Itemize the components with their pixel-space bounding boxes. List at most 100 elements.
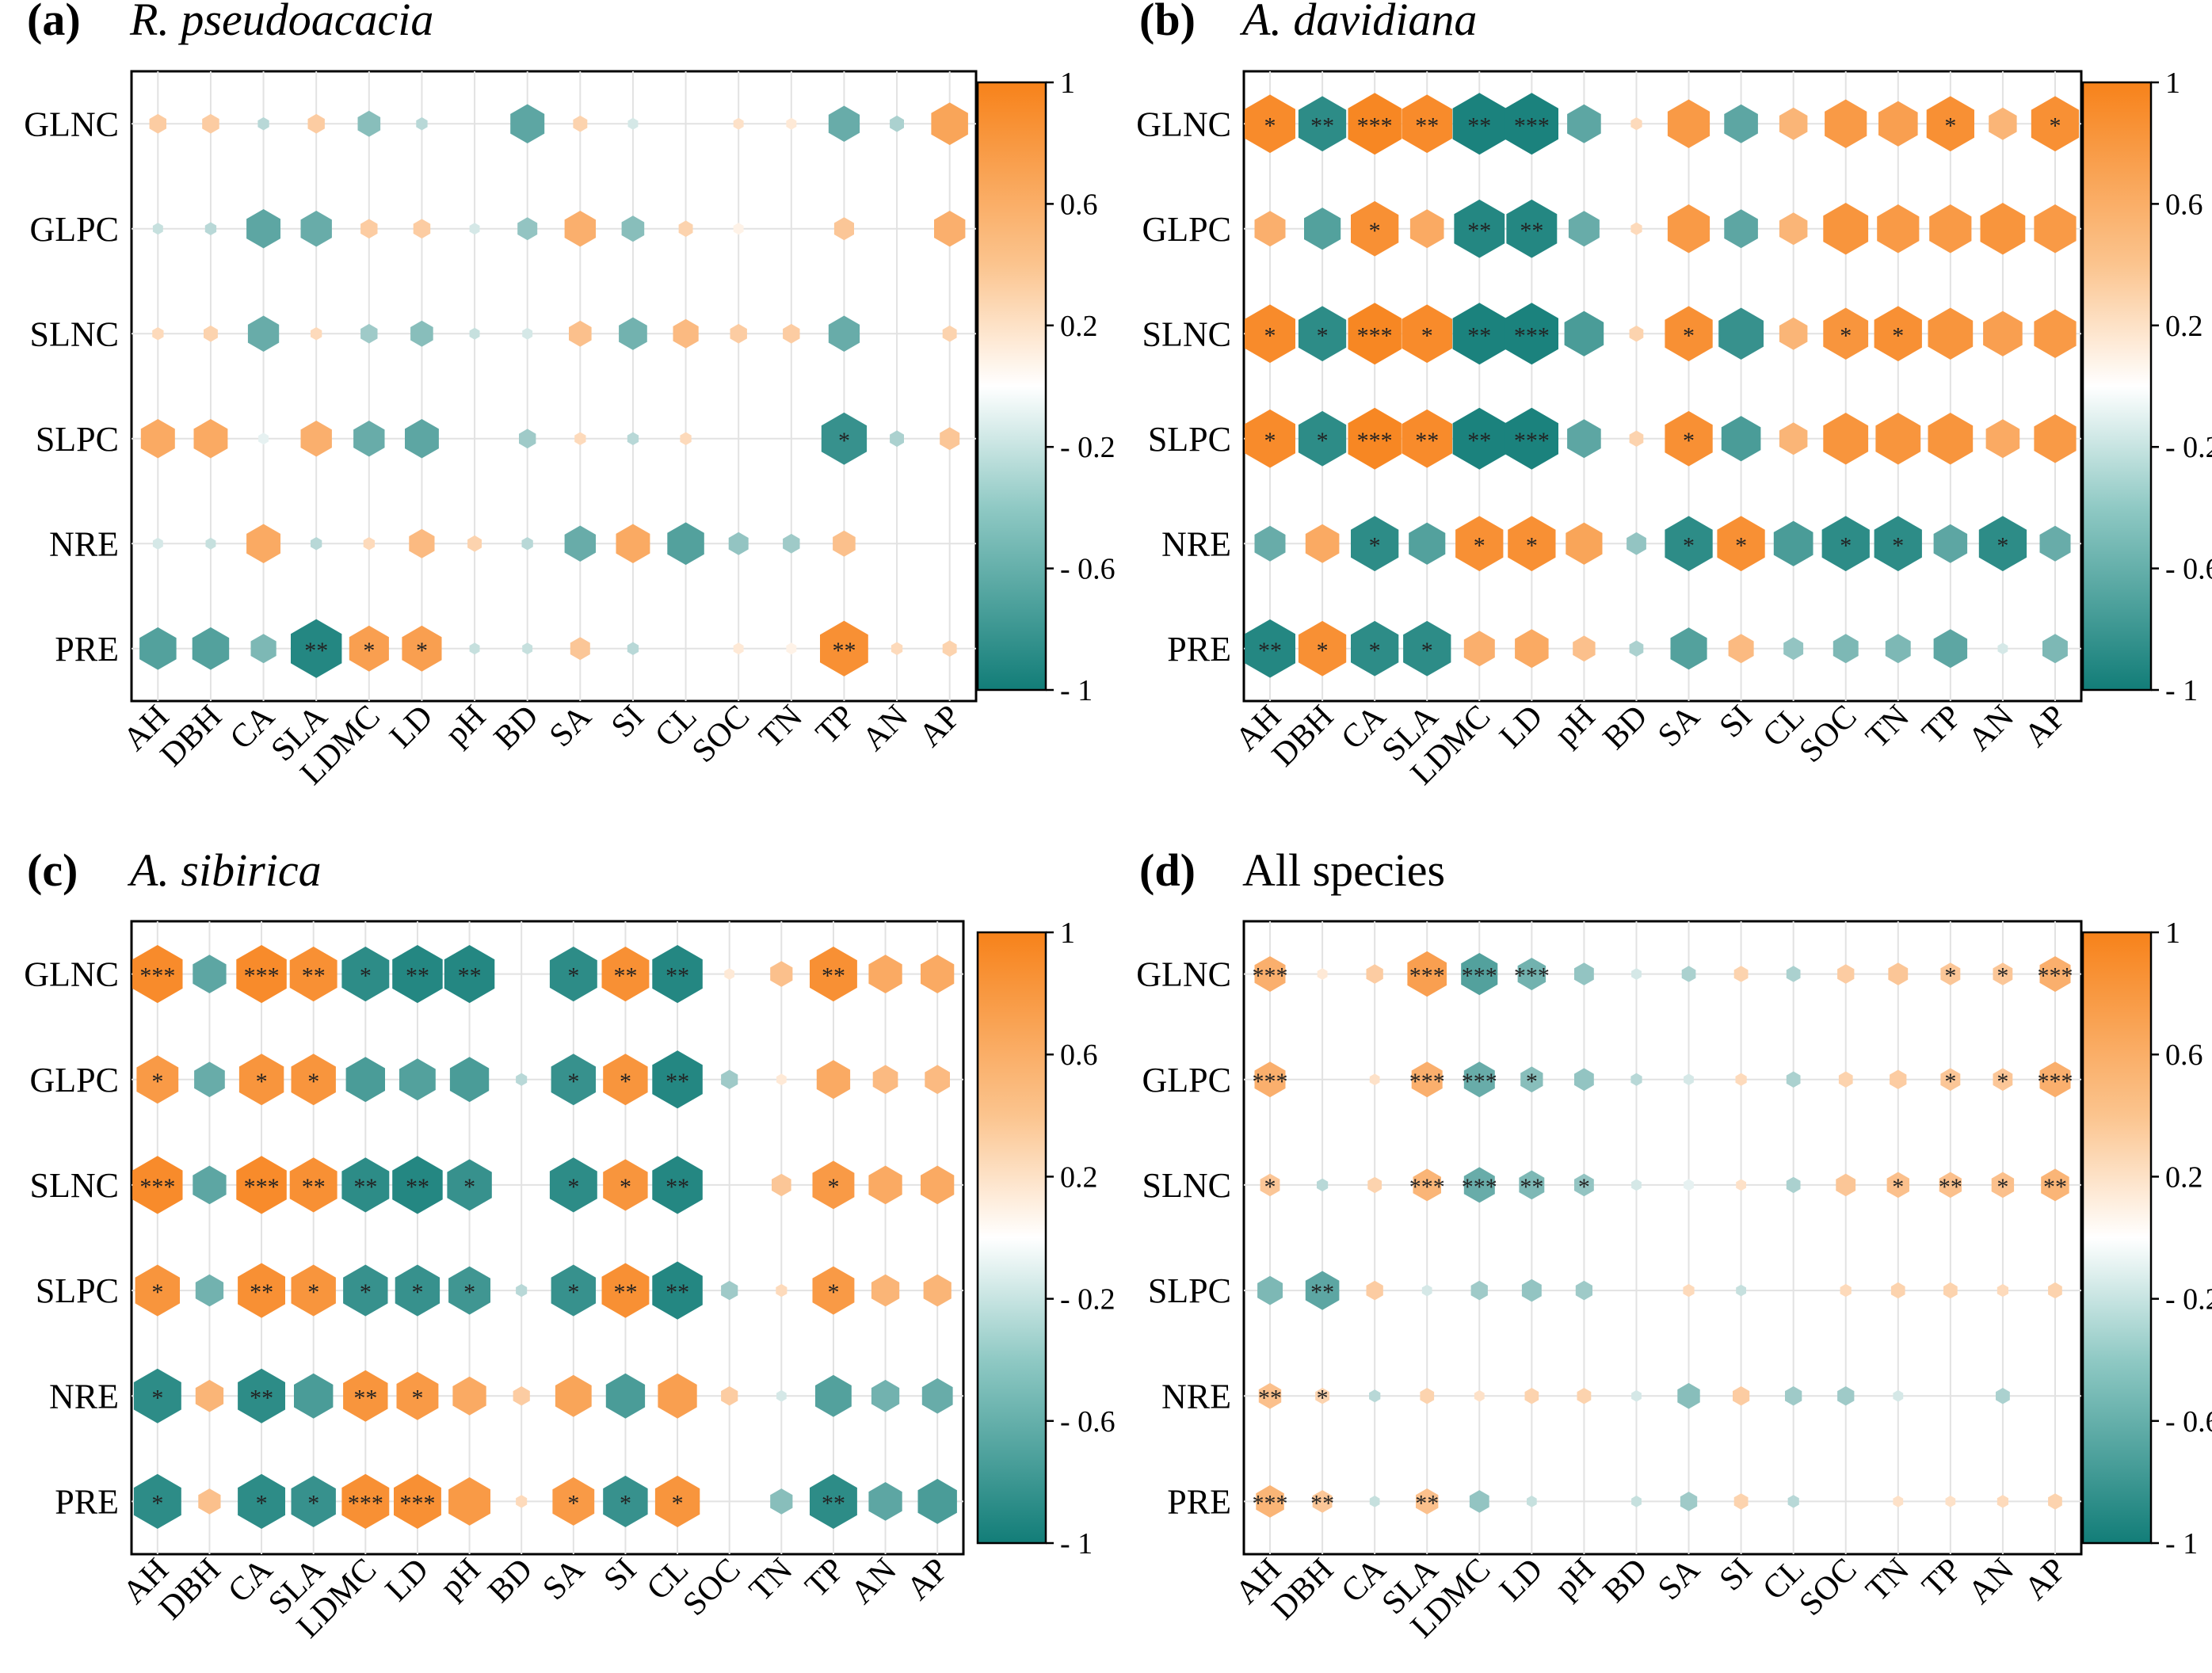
significance-mark: * bbox=[1264, 1174, 1276, 1200]
significance-mark: * bbox=[1369, 532, 1381, 558]
hex-cell-NRE-DBH bbox=[205, 537, 216, 550]
hex-cell-SLNC-LDMC bbox=[341, 1157, 390, 1213]
col-label-sa: SA bbox=[1651, 698, 1707, 754]
significance-mark: ** bbox=[406, 963, 429, 989]
significance-mark: * bbox=[827, 1174, 839, 1200]
hex-cell-PRE-TN bbox=[1893, 1496, 1904, 1507]
hex-cell-GLPC-SI bbox=[1724, 209, 1758, 249]
hex-cell-SLPC-LD bbox=[395, 1264, 440, 1317]
hex-cell-NRE-SI bbox=[605, 1373, 646, 1419]
hex-cell-GLNC-AP bbox=[931, 102, 968, 146]
plot-frame bbox=[1242, 70, 2083, 703]
panel-c: (c) A. sibirica*** *** ** * ** ** * ** ** *** * * * * *… bbox=[24, 844, 1115, 1645]
hex-cell-GLPC-SOC bbox=[733, 223, 744, 235]
hex-cell-SLPC-pH bbox=[1575, 1280, 1592, 1301]
hex-cell-SLPC-DBH bbox=[193, 419, 228, 459]
significance-mark: * bbox=[307, 1279, 319, 1305]
hex-cell-NRE-AN bbox=[1996, 1388, 2010, 1404]
row-label-glnc: GLNC bbox=[24, 105, 119, 143]
significance-mark: * bbox=[1683, 322, 1695, 349]
significance-mark: ** bbox=[1310, 1490, 1334, 1516]
panel-b: (b) A. davidiana* ** *** ** ** *** * ** ** *** * ***… bbox=[1136, 0, 2212, 792]
hex-cell-SLNC-SI bbox=[603, 1159, 648, 1211]
hex-cell-SLNC-AN bbox=[1983, 311, 2023, 356]
hex-cell-PRE-SI bbox=[1728, 634, 1754, 664]
hex-cell-GLNC-SLA bbox=[1407, 951, 1447, 997]
hex-cell-SLPC-SLA bbox=[300, 421, 332, 457]
hex-cell-GLNC-CL bbox=[1779, 107, 1808, 140]
significance-mark: ** bbox=[302, 1174, 326, 1200]
hex-cell-GLNC-SI bbox=[627, 117, 639, 130]
col-label-ap: AP bbox=[912, 699, 968, 755]
hex-cell-GLNC-SLA bbox=[1402, 94, 1453, 154]
hex-cell-GLNC-SLA bbox=[289, 947, 338, 1002]
col-label-tp: TP bbox=[1916, 699, 1969, 752]
row-label-pre: PRE bbox=[55, 1482, 119, 1521]
col-label-tp: TP bbox=[799, 1552, 852, 1605]
colorbar bbox=[2081, 931, 2153, 1545]
hex-cell-SLNC-CL bbox=[1786, 1176, 1801, 1194]
hex-cell-GLPC-LD bbox=[399, 1058, 436, 1101]
hex-cell-SLPC-CL bbox=[652, 1261, 703, 1320]
hex-cell-GLNC-AP bbox=[2039, 956, 2071, 993]
significance-mark: ** bbox=[1415, 428, 1439, 454]
row-label-slpc: SLPC bbox=[1148, 420, 1231, 459]
hex-cell-GLNC-BD bbox=[510, 104, 545, 143]
hex-cell-SLPC-SOC bbox=[1823, 413, 1869, 465]
hex-cell-SLPC-AN bbox=[871, 1274, 900, 1307]
hex-cell-SLPC-LD bbox=[1505, 407, 1558, 470]
significance-mark: ** bbox=[1310, 112, 1334, 139]
hex-cell-SLNC-TP bbox=[812, 1160, 855, 1210]
significance-mark: ** bbox=[302, 963, 326, 989]
hex-cell-GLPC-AN bbox=[1980, 203, 2026, 255]
hex-cell-GLPC-CL bbox=[1779, 212, 1808, 246]
row-label-slpc: SLPC bbox=[36, 420, 119, 459]
hex-cell-NRE-SOC bbox=[1837, 1386, 1855, 1406]
hex-cell-GLPC-TP bbox=[1929, 204, 1972, 253]
hex-cell-GLPC-TN bbox=[1890, 1069, 1907, 1089]
hex-cell-NRE-CL bbox=[667, 522, 704, 566]
significance-mark: * bbox=[1264, 428, 1276, 454]
hex-cell-GLNC-SOC bbox=[724, 968, 734, 980]
hex-cell-SLNC-SOC bbox=[730, 323, 747, 344]
hex-cell-GLPC-BD bbox=[517, 217, 538, 241]
hex-cell-GLNC-LD bbox=[392, 945, 443, 1004]
significance-mark: * bbox=[1892, 1174, 1904, 1200]
hex-cell-PRE-TP bbox=[1945, 1496, 1956, 1507]
significance-mark: * bbox=[151, 1069, 163, 1095]
hex-cell-PRE-DBH bbox=[1298, 620, 1347, 676]
col-label-ld: LD bbox=[379, 1552, 436, 1609]
hex-cell-GLNC-AN bbox=[1989, 107, 2017, 140]
hex-cell-SLPC-AP bbox=[923, 1274, 952, 1307]
hex-cell-PRE-LDMC bbox=[341, 1473, 390, 1529]
significance-mark: ** bbox=[666, 1279, 689, 1305]
colorbar-tick-label: 0.6 bbox=[1060, 188, 1098, 221]
hex-cell-GLPC-BD bbox=[516, 1073, 528, 1086]
hex-cell-NRE-AH bbox=[152, 537, 163, 550]
significance-mark: * bbox=[1474, 532, 1485, 558]
colorbar-tick-label: - 0.6 bbox=[2165, 1405, 2212, 1439]
hex-cell-PRE-pH bbox=[448, 1477, 490, 1526]
hex-cell-NRE-CA bbox=[246, 524, 280, 563]
hex-cell-SLPC-CL bbox=[1779, 422, 1808, 455]
significance-mark: *** bbox=[1462, 1069, 1497, 1095]
significance-mark: * bbox=[1264, 322, 1276, 349]
plot-frame bbox=[1242, 920, 2083, 1556]
colorbar-tick-label: 0.6 bbox=[1060, 1038, 1098, 1072]
hex-cell-SLPC-SOC bbox=[721, 1280, 738, 1301]
hex-cell-PRE-AH bbox=[133, 1473, 181, 1529]
hex-cell-GLPC-SLA bbox=[1411, 1061, 1443, 1098]
colorbar-tick-label: - 0.2 bbox=[2165, 1283, 2212, 1317]
hex-cell-SLPC-AP bbox=[2034, 414, 2077, 463]
hex-cell-NRE-BD bbox=[513, 1386, 530, 1406]
hex-cell-PRE-SLA bbox=[291, 619, 342, 678]
hex-cell-NRE-SLA bbox=[1420, 1388, 1435, 1404]
significance-mark: *** bbox=[1409, 1069, 1445, 1095]
hex-cell-SLNC-AH bbox=[1245, 304, 1295, 364]
significance-mark: * bbox=[1369, 218, 1381, 244]
colorbar-tick-label: 1 bbox=[2165, 917, 2180, 950]
significance-mark: *** bbox=[1409, 963, 1445, 989]
hex-cell-NRE-DBH bbox=[195, 1379, 224, 1412]
significance-mark: * bbox=[151, 1385, 163, 1411]
hex-cell-GLNC-LDMC bbox=[1452, 93, 1506, 155]
